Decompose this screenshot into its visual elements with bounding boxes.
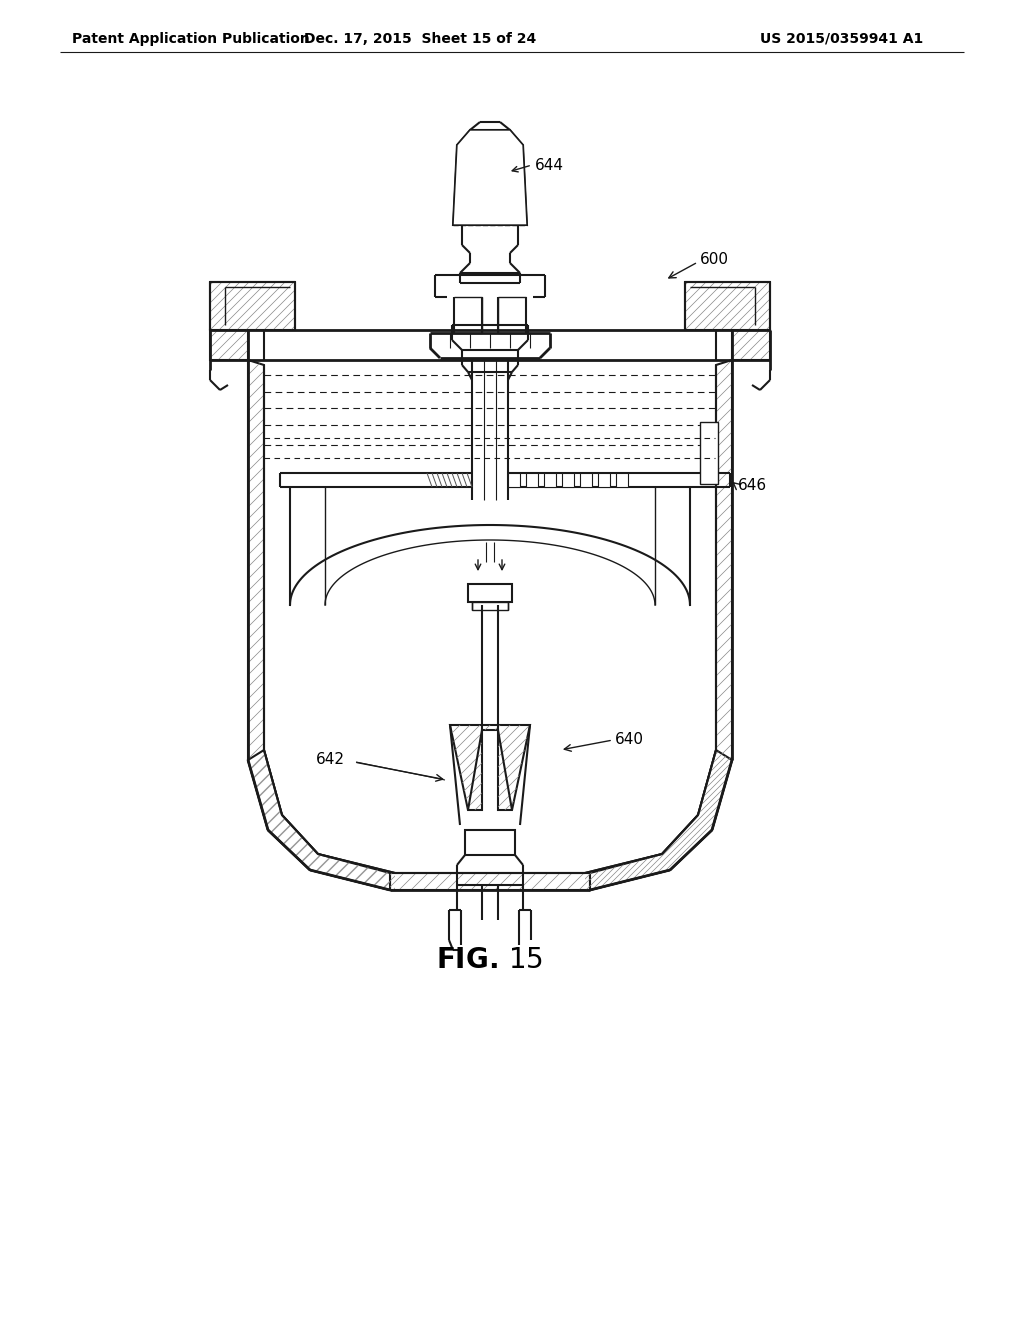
Text: Patent Application Publication: Patent Application Publication <box>72 32 309 46</box>
Text: 600: 600 <box>700 252 729 268</box>
Bar <box>472 602 508 610</box>
Bar <box>700 422 718 484</box>
Polygon shape <box>390 873 590 890</box>
Bar <box>616 473 628 487</box>
Bar <box>508 473 520 487</box>
Bar <box>465 830 515 855</box>
Polygon shape <box>210 330 248 360</box>
Polygon shape <box>585 360 732 890</box>
Text: Dec. 17, 2015  Sheet 15 of 24: Dec. 17, 2015 Sheet 15 of 24 <box>304 32 537 46</box>
Bar <box>562 473 574 487</box>
Polygon shape <box>248 360 395 890</box>
Bar <box>468 583 512 602</box>
Polygon shape <box>453 129 527 224</box>
Text: 640: 640 <box>615 733 644 747</box>
Polygon shape <box>732 330 770 360</box>
Bar <box>526 473 538 487</box>
Text: 644: 644 <box>535 157 564 173</box>
Text: 646: 646 <box>738 478 767 492</box>
Text: 642: 642 <box>316 752 345 767</box>
Polygon shape <box>210 282 295 330</box>
Bar <box>580 473 592 487</box>
Polygon shape <box>248 750 390 890</box>
Bar <box>598 473 610 487</box>
Text: US 2015/0359941 A1: US 2015/0359941 A1 <box>760 32 924 46</box>
Bar <box>544 473 556 487</box>
Polygon shape <box>590 750 732 890</box>
Polygon shape <box>450 725 530 810</box>
Text: FIG. $\it{15}$: FIG. $\it{15}$ <box>436 946 544 974</box>
Polygon shape <box>453 129 527 224</box>
Polygon shape <box>685 282 770 330</box>
